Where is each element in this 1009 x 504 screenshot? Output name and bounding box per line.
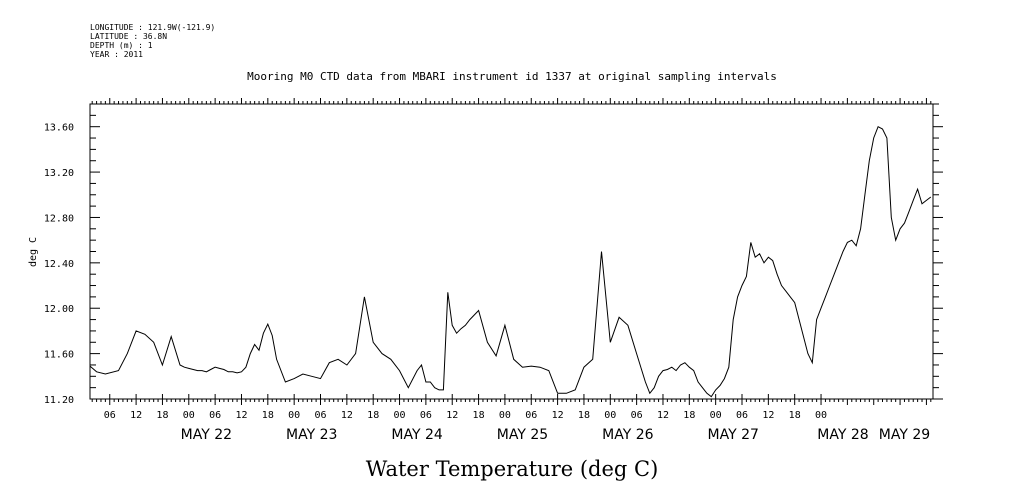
x-axis-title: Water Temperature (deg C): [366, 457, 659, 481]
x-day-label: MAY 26: [602, 427, 653, 443]
x-tick-label: 06: [420, 410, 432, 421]
chart-title: Mooring M0 CTD data from MBARI instrumen…: [247, 70, 777, 83]
x-day-label: MAY 22: [181, 427, 232, 443]
x-tick-label: 18: [367, 410, 379, 421]
x-minor-ticks: [91, 98, 932, 405]
x-tick-label: 00: [288, 410, 300, 421]
x-tick-label: 12: [341, 410, 353, 421]
x-tick-label: 12: [235, 410, 247, 421]
x-day-label: MAY 24: [391, 427, 442, 443]
x-tick-label: 06: [631, 410, 643, 421]
x-tick-label: 12: [657, 410, 669, 421]
x-tick-label: 00: [604, 410, 616, 421]
year-label: YEAR : 2011: [90, 50, 143, 59]
y-tick-label: 13.20: [44, 168, 74, 179]
x-day-label: MAY 23: [286, 427, 337, 443]
x-tick-label: 06: [314, 410, 326, 421]
x-tick-label: 06: [209, 410, 221, 421]
y-tick-labels: 11.20 11.60 12.00 12.40 12.80 13.20 13.60: [44, 123, 74, 406]
y-tick-label: 12.80: [44, 213, 74, 224]
x-tick-label: 12: [130, 410, 142, 421]
x-tick-label: 18: [262, 410, 274, 421]
plot-frame: [89, 103, 934, 400]
x-tick-label: 00: [815, 410, 827, 421]
y-tick-label: 12.00: [44, 304, 74, 315]
x-tick-label: 00: [183, 410, 195, 421]
x-tick-label: 18: [473, 410, 485, 421]
latitude-label: LATITUDE : 36.8N: [90, 32, 167, 41]
x-tick-label: 18: [156, 410, 168, 421]
series-line-water-temperature: [89, 125, 932, 398]
x-day-label: MAY 28: [817, 427, 868, 443]
x-tick-label: 18: [578, 410, 590, 421]
x-tick-label: 00: [394, 410, 406, 421]
y-tick-label: 13.60: [44, 123, 74, 134]
y-tick-label: 12.40: [44, 259, 74, 270]
x-tick-label: 18: [683, 410, 695, 421]
y-tick-label: 11.60: [44, 350, 74, 361]
day-labels: MAY 22 MAY 23 MAY 24 MAY 25 MAY 26 MAY 27 MAY …: [181, 427, 931, 443]
x-day-label: MAY 29: [879, 427, 930, 443]
x-tick-label: 12: [762, 410, 774, 421]
y-ticks: [90, 103, 943, 400]
x-tick-label: 06: [104, 410, 116, 421]
longitude-label: LONGITUDE : 121.9W(-121.9): [90, 23, 215, 32]
x-day-label: MAY 25: [497, 427, 548, 443]
x-tick-label: 00: [710, 410, 722, 421]
x-tick-labels: 06 12 18 00 06 12 18 00 06 12 18 00 06 12 18 00 06 12 18 00…: [104, 394, 827, 421]
x-day-label: MAY 27: [708, 427, 759, 443]
x-tick-label: 06: [525, 410, 537, 421]
y-axis-label: deg C: [28, 237, 39, 267]
x-tick-label: 12: [446, 410, 458, 421]
x-tick-label: 06: [736, 410, 748, 421]
y-tick-label: 11.20: [44, 395, 74, 406]
x-tick-label: 18: [789, 410, 801, 421]
x-tick-label: 12: [552, 410, 564, 421]
x-tick-label: 00: [499, 410, 511, 421]
depth-label: DEPTH (m) : 1: [90, 41, 153, 50]
